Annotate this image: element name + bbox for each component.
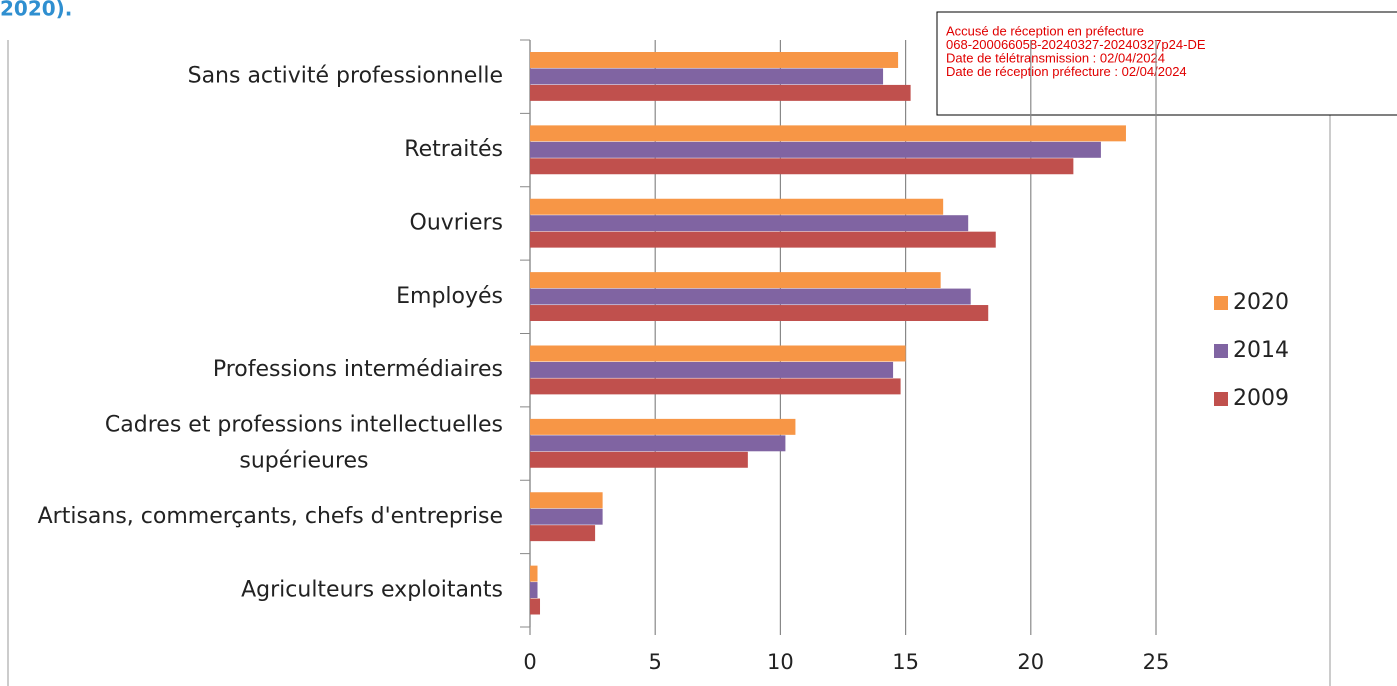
bar <box>530 272 941 289</box>
x-tick-label: 5 <box>649 650 662 674</box>
bar <box>530 508 603 525</box>
bar <box>530 288 971 305</box>
header-fragment: 2020). <box>0 0 72 21</box>
stamp-line: 068-200066058-20240327-20240327p24-DE <box>946 37 1206 52</box>
bar <box>530 565 538 582</box>
legend-swatch <box>1214 344 1228 358</box>
y-tick-label: Retraités <box>404 137 503 162</box>
bar <box>530 125 1126 142</box>
bar <box>530 84 911 101</box>
stamp-box <box>936 11 1397 116</box>
stamp-line: Date de réception préfecture : 02/04/202… <box>946 64 1187 79</box>
y-tick-label: Ouvriers <box>410 210 503 235</box>
y-tick-label: Sans activité professionnelle <box>188 64 503 89</box>
x-tick-label: 10 <box>767 650 794 674</box>
legend-label: 2014 <box>1233 338 1289 363</box>
bar <box>530 158 1074 175</box>
bar <box>530 305 989 321</box>
bar <box>530 492 603 509</box>
bar <box>530 68 884 85</box>
bar <box>530 435 786 452</box>
bar <box>530 598 541 615</box>
y-tick-label: Professions intermédiaires <box>213 357 503 382</box>
bar <box>530 378 901 395</box>
y-tick-label: Employés <box>396 284 503 309</box>
bar <box>530 141 1101 158</box>
bar <box>530 418 796 435</box>
legend-label: 2009 <box>1233 386 1289 411</box>
bar <box>530 52 899 68</box>
legend-swatch <box>1214 296 1228 310</box>
bar <box>530 525 596 542</box>
y-tick-label: Cadres et professions intellectuelles sup… <box>105 413 503 474</box>
bar <box>530 451 748 468</box>
x-tick-label: 0 <box>523 650 536 674</box>
x-tick-label: 20 <box>1017 650 1044 674</box>
x-tick-label: 25 <box>1143 650 1170 674</box>
legend-swatch <box>1214 392 1228 406</box>
stamp-line: Date de télétransmission : 02/04/2024 <box>946 50 1165 65</box>
bar <box>530 231 996 248</box>
legend-label: 2020 <box>1233 290 1289 315</box>
bar <box>530 345 906 362</box>
x-tick-label: 15 <box>892 650 919 674</box>
bar <box>530 215 969 232</box>
y-tick-label: Agriculteurs exploitants <box>241 577 503 602</box>
bar <box>530 361 894 378</box>
bar <box>530 198 944 215</box>
bar <box>530 582 538 599</box>
stamp-line: Accusé de réception en préfecture <box>946 23 1144 38</box>
y-tick-label: Artisans, commerçants, chefs d'entrepris… <box>38 504 503 529</box>
